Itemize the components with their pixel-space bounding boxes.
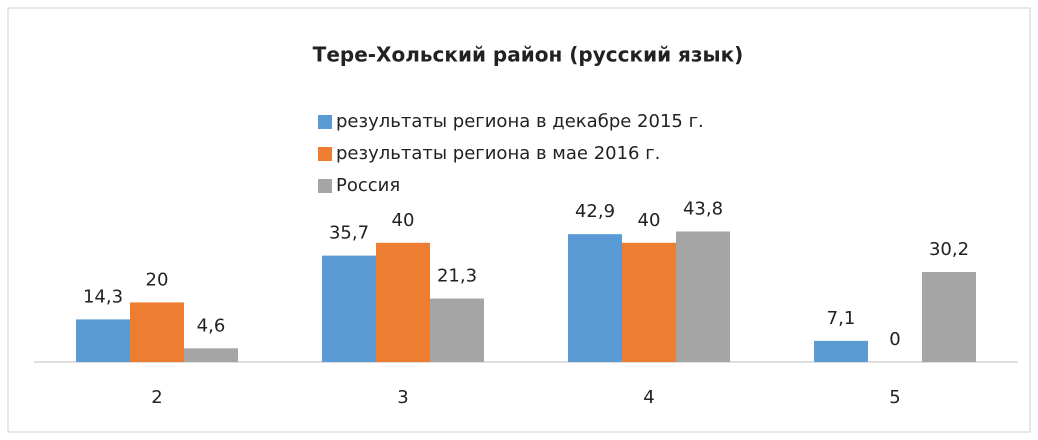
bar: [676, 231, 730, 362]
x-tick-label: 4: [643, 387, 654, 408]
data-label: 40: [392, 210, 415, 231]
x-tick-label: 5: [889, 387, 900, 408]
data-label: 0: [889, 329, 900, 350]
x-tick-label: 3: [397, 387, 408, 408]
bar: [76, 319, 130, 362]
data-label: 30,2: [929, 239, 969, 260]
legend-swatch: [318, 147, 332, 161]
x-tick-label: 2: [151, 387, 162, 408]
data-label: 42,9: [575, 201, 615, 222]
legend-swatch: [318, 179, 332, 193]
data-label: 40: [638, 210, 661, 231]
legend-swatch: [318, 115, 332, 129]
bar: [376, 242, 430, 362]
data-label: 35,7: [329, 223, 369, 244]
chart-border: [7, 7, 1031, 433]
bar: [130, 302, 184, 362]
bar: [430, 298, 484, 362]
bar: [922, 272, 976, 362]
bar: [322, 255, 376, 362]
bar: [622, 242, 676, 362]
data-label: 7,1: [827, 308, 856, 329]
legend-label: Россия: [336, 175, 400, 196]
bar: [184, 348, 238, 362]
bar: [814, 340, 868, 362]
data-label: 4,6: [197, 315, 226, 336]
legend-label: результаты региона в мае 2016 г.: [336, 143, 660, 164]
legend-label: результаты региона в декабре 2015 г.: [336, 111, 704, 132]
data-label: 21,3: [437, 266, 477, 287]
data-label: 20: [146, 269, 169, 290]
data-label: 43,8: [683, 198, 723, 219]
bar: [568, 234, 622, 362]
chart-title: Тере-Хольский район (русский язык): [313, 43, 744, 67]
data-label: 14,3: [83, 286, 123, 307]
